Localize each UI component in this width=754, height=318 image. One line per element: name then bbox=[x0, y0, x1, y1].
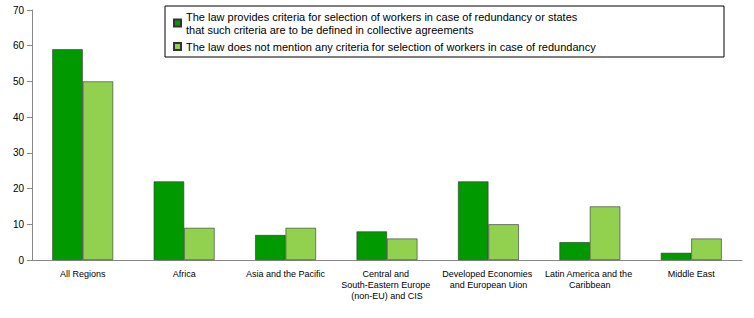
svg-text:0: 0 bbox=[18, 255, 24, 266]
svg-text:South-Eastern Europe: South-Eastern Europe bbox=[341, 280, 433, 290]
svg-text:The law provides criteria for: The law provides criteria for selection … bbox=[186, 11, 580, 23]
svg-text:60: 60 bbox=[13, 40, 25, 51]
svg-text:Caribbean: Caribbean bbox=[569, 280, 611, 290]
svg-text:and European Uion: and European Uion bbox=[450, 280, 528, 290]
svg-text:40: 40 bbox=[13, 112, 25, 123]
svg-text:that such criteria are to be d: that such criteria are to be defined in … bbox=[186, 24, 474, 36]
svg-text:All Regions: All Regions bbox=[60, 269, 106, 279]
svg-text:50: 50 bbox=[13, 76, 25, 87]
svg-text:Middle East: Middle East bbox=[668, 269, 716, 279]
svg-text:The law does not mention any c: The law does not mention any criteria fo… bbox=[186, 41, 596, 53]
svg-text:70: 70 bbox=[13, 5, 25, 16]
svg-text:Africa: Africa bbox=[173, 269, 196, 279]
svg-text:Central and: Central and bbox=[362, 269, 411, 279]
svg-text:Developed Economies: Developed Economies bbox=[442, 269, 535, 279]
svg-text:Asia and the Pacific: Asia and the Pacific bbox=[246, 269, 326, 279]
svg-text:10: 10 bbox=[13, 219, 25, 230]
svg-text:20: 20 bbox=[13, 183, 25, 194]
svg-text:(non-EU) and CIS: (non-EU) and CIS bbox=[351, 291, 423, 301]
svg-text:Latin America and the: Latin America and the bbox=[545, 269, 635, 279]
svg-text:30: 30 bbox=[13, 147, 25, 158]
